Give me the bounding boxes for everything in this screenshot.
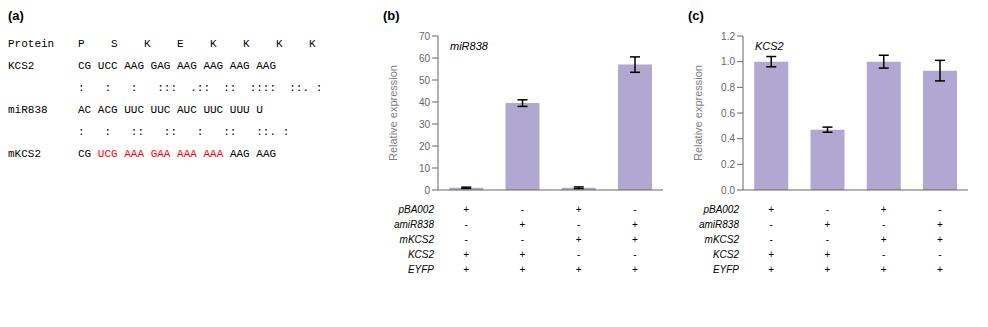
html-text:mKCS2: mKCS2	[399, 234, 434, 245]
html-text:Protein: Protein	[8, 38, 55, 50]
html-text:AAA AAG AAG: AAA AAG AAG	[203, 148, 277, 160]
svg-text:70: 70	[419, 31, 431, 42]
html-text:KCS2: KCS2	[407, 249, 434, 260]
html-text:AAA: AAA	[177, 148, 197, 160]
html-text:KCS2: KCS2	[712, 249, 739, 260]
html-text:P S K E K K K K: P S K E K K K K	[78, 38, 316, 50]
html-text:amiR838: amiR838	[394, 219, 434, 230]
html-text:pBA002: pBA002	[398, 204, 434, 215]
html-text:pBA002: pBA002	[703, 204, 739, 215]
html-text:mKCS2: mKCS2	[704, 234, 739, 245]
svg-text:0: 0	[424, 185, 430, 196]
svg-text:60: 60	[419, 53, 431, 64]
html-text:CG UCC AAG GAG AAG AAG AAG AAG: CG UCC AAG GAG AAG AAG AAG AAG	[78, 60, 276, 72]
html-text:EYFP: EYFP	[712, 264, 739, 275]
svg-text:1.2: 1.2	[721, 31, 735, 42]
html-text:KCS2: KCS2	[755, 40, 784, 52]
html-text:KCS2: KCS2	[8, 60, 35, 72]
html-text:(b): (b)	[383, 8, 400, 23]
svg-text:1.0: 1.0	[721, 56, 735, 67]
html-text:AAA: AAA	[124, 148, 144, 160]
svg-text:Relative expression: Relative expression	[692, 65, 704, 161]
html-text:miR838: miR838	[450, 40, 488, 52]
svg-text:40: 40	[419, 97, 431, 108]
svg-text:0.0: 0.0	[721, 185, 735, 196]
html-text:(a): (a)	[8, 8, 24, 23]
svg-text:Relative expression: Relative expression	[387, 65, 399, 161]
svg-text:20: 20	[419, 141, 431, 152]
html-text:CG UCG: CG UCG	[78, 148, 118, 160]
html-text:amiR838: amiR838	[699, 219, 739, 230]
svg-text:0.2: 0.2	[721, 159, 735, 170]
svg-text:0.4: 0.4	[721, 133, 735, 144]
svg-text:30: 30	[419, 119, 431, 130]
html-text:EYFP: EYFP	[407, 264, 434, 275]
html-text:miR838: miR838	[8, 104, 48, 116]
html-text:GAA: GAA	[150, 148, 171, 160]
svg-text:0.8: 0.8	[721, 82, 735, 93]
svg-text:10: 10	[419, 163, 431, 174]
html-text:(c): (c)	[688, 8, 704, 23]
svg-text:50: 50	[419, 75, 431, 86]
html-text:mKCS2: mKCS2	[8, 148, 41, 160]
svg-text:0.6: 0.6	[721, 108, 735, 119]
html-text:AC ACG UUC UUC AUC UUC UUU U: AC ACG UUC UUC AUC UUC UUU U	[78, 104, 263, 116]
